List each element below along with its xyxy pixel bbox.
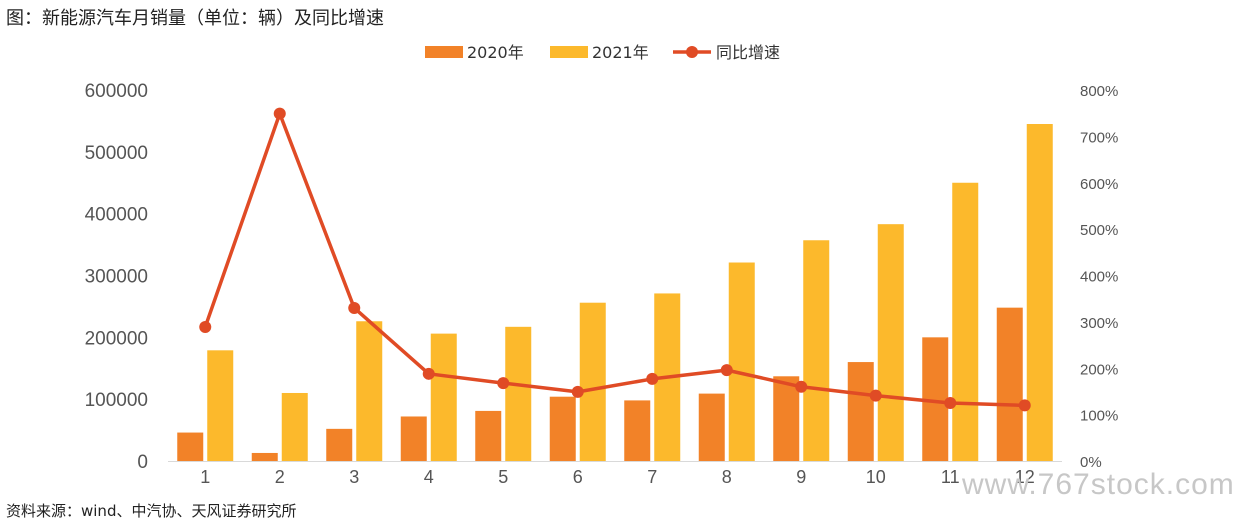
bar-2020 <box>400 416 427 461</box>
x-tick-label: 5 <box>498 467 508 487</box>
legend-label-growth: 同比增速 <box>716 43 780 62</box>
growth-point <box>422 367 435 380</box>
bar-2021 <box>728 262 755 461</box>
x-tick-label: 3 <box>349 467 359 487</box>
x-tick-label: 7 <box>647 467 657 487</box>
y-left-tick-label: 600000 <box>85 81 148 102</box>
x-tick-label: 8 <box>722 467 732 487</box>
growth-point <box>720 364 733 377</box>
y-left-tick-label: 400000 <box>85 205 148 226</box>
bar-2020 <box>475 410 502 461</box>
y-axis-right: 0% 100% 200% 300% 400% 500% 600% 700% 800% <box>1080 83 1118 471</box>
bar-2020 <box>996 307 1023 461</box>
y-right-tick-label: 600% <box>1080 176 1118 193</box>
y-right-tick-label: 500% <box>1080 222 1118 239</box>
x-tick-label: 6 <box>573 467 583 487</box>
y-left-tick-label: 300000 <box>85 267 148 288</box>
growth-point <box>646 372 659 385</box>
growth-line-series <box>199 107 1031 412</box>
bar-2020 <box>624 400 651 461</box>
growth-point <box>795 380 808 393</box>
source-note: 资料来源：wind、中汽协、天风证券研究所 <box>6 502 297 520</box>
growth-point <box>571 385 584 398</box>
y-left-tick-label: 0 <box>137 452 148 473</box>
y-right-tick-label: 200% <box>1080 361 1118 378</box>
bar-2020 <box>251 452 278 461</box>
legend-label-2020: 2020年 <box>467 43 524 62</box>
y-right-tick-label: 0% <box>1080 454 1102 471</box>
bar-2021 <box>803 240 830 461</box>
y-left-tick-label: 100000 <box>85 390 148 411</box>
x-tick-label: 9 <box>796 467 806 487</box>
x-tick-label: 10 <box>866 467 886 487</box>
y-right-tick-label: 700% <box>1080 129 1118 146</box>
watermark-text: www.767stock.com <box>962 468 1235 501</box>
growth-point <box>497 377 510 390</box>
y-axis-left: 0 100000 200000 300000 400000 500000 600000 <box>85 81 148 473</box>
growth-point <box>869 389 882 402</box>
legend-label-2021: 2021年 <box>592 43 649 62</box>
bars <box>177 124 1053 461</box>
y-right-tick-label: 300% <box>1080 315 1118 332</box>
bar-2020 <box>326 428 353 461</box>
y-right-tick-label: 800% <box>1080 83 1118 100</box>
x-tick-label: 2 <box>275 467 285 487</box>
y-left-tick-label: 200000 <box>85 328 148 349</box>
bar-2020 <box>773 376 800 461</box>
growth-point <box>273 107 286 120</box>
growth-point <box>1018 399 1031 412</box>
y-left-tick-label: 500000 <box>85 143 148 164</box>
x-tick-label: 11 <box>941 467 960 487</box>
y-right-tick-label: 400% <box>1080 269 1118 286</box>
bar-2020 <box>549 396 576 461</box>
legend: 2020年 2021年 同比增速 <box>425 43 780 62</box>
legend-swatch-2021 <box>550 46 588 58</box>
bar-2021 <box>505 326 532 461</box>
growth-line <box>203 111 1025 408</box>
legend-marker-growth <box>686 46 698 58</box>
bar-2021 <box>952 182 979 461</box>
bar-2021 <box>281 392 308 461</box>
bar-2021 <box>430 333 457 461</box>
x-axis: 1 2 3 4 5 6 7 8 9 10 11 12 <box>168 461 1062 487</box>
bar-2021 <box>207 350 234 461</box>
growth-point <box>348 301 361 314</box>
legend-swatch-2020 <box>425 46 463 58</box>
growth-point <box>199 320 212 333</box>
bar-2021 <box>1026 124 1053 461</box>
bar-2021 <box>356 321 383 461</box>
x-tick-label: 1 <box>200 467 210 487</box>
bar-2021 <box>579 302 606 461</box>
bar-2020 <box>698 393 725 461</box>
bar-2021 <box>877 224 904 461</box>
chart-title: 图：新能源汽车月销量（单位：辆）及同比增速 <box>6 8 384 29</box>
bar-2020 <box>847 362 874 461</box>
x-tick-label: 4 <box>424 467 434 487</box>
y-right-tick-label: 100% <box>1080 408 1118 425</box>
bar-2020 <box>177 432 204 461</box>
growth-point <box>944 397 957 410</box>
x-tick-label: 12 <box>1015 467 1035 487</box>
